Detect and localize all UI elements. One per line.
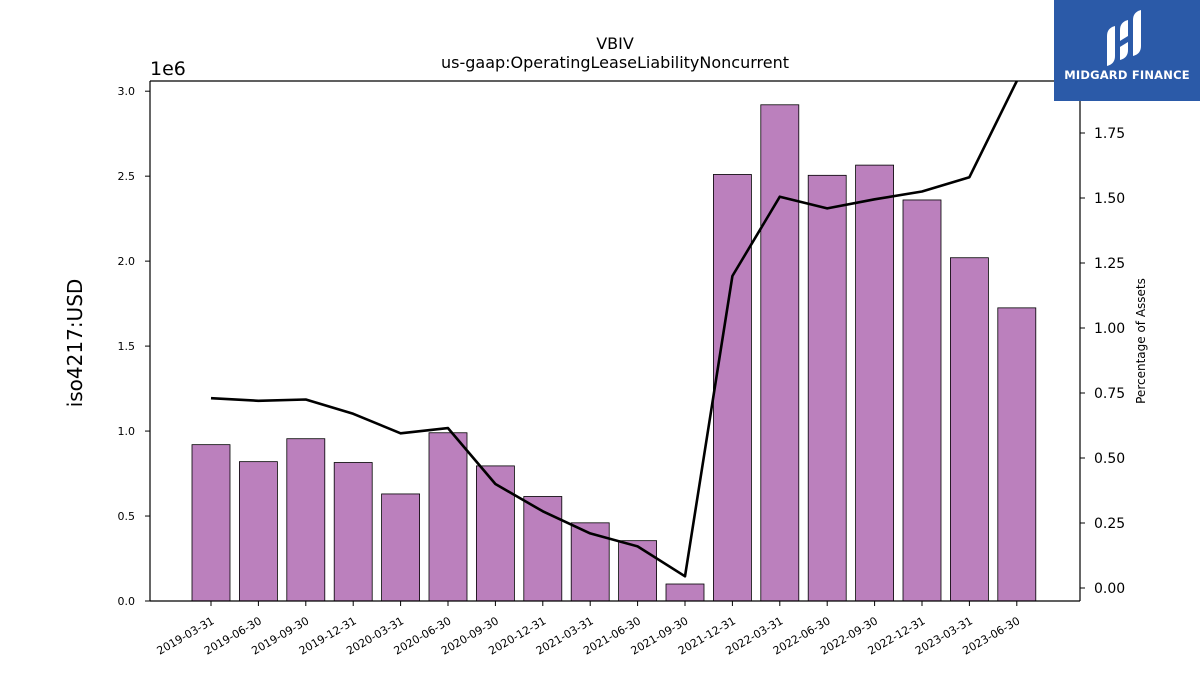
y-tick-label: 0.5: [118, 510, 136, 523]
y2-axis-label: Percentage of Assets: [1134, 278, 1148, 404]
chart-subtitle: us-gaap:OperatingLeaseLiabilityNoncurren…: [441, 53, 789, 72]
chart-title: VBIV: [596, 34, 634, 53]
bar-2022-06-30: [807, 174, 847, 602]
bar-2023-03-31: [950, 257, 989, 602]
brand-name: MIDGARD FINANCE: [1064, 68, 1190, 82]
bar-2021-06-30: [618, 540, 657, 602]
bar-2021-09-30: [665, 583, 705, 602]
bar-2022-09-30: [855, 164, 894, 602]
bar-2019-09-30: [286, 438, 326, 602]
brand-logo: MIDGARD FINANCE: [1054, 0, 1200, 101]
y-tick-label: 1.5: [118, 340, 136, 353]
y2-tick-label: 1.75: [1094, 126, 1125, 142]
y-offset-label: 1e6: [150, 58, 186, 80]
y2-tick-label: 1.25: [1094, 256, 1125, 272]
y2-tick-label: 1.50: [1094, 191, 1125, 207]
y2-tick-label: 0.25: [1094, 516, 1125, 532]
y-tick-label: 0.0: [118, 595, 136, 608]
y2-tick-label: 1.00: [1094, 321, 1125, 337]
bar-2022-03-31: [760, 104, 800, 602]
bar-2023-06-30: [997, 307, 1037, 602]
y-tick-label: 2.0: [118, 255, 136, 268]
midgard-logo-icon: [1107, 10, 1141, 66]
bar-2020-03-31: [381, 493, 421, 602]
y2-tick-label: 0.75: [1094, 386, 1125, 402]
bar-2019-06-30: [238, 461, 278, 602]
bar-2022-12-31: [902, 199, 942, 602]
bar-2021-12-31: [713, 174, 752, 602]
y-tick-label: 2.5: [118, 170, 136, 183]
y2-tick-label: 0.50: [1094, 451, 1125, 467]
bar-2019-03-31: [191, 444, 231, 602]
bar-2020-06-30: [428, 432, 468, 602]
bar-2019-12-31: [333, 462, 373, 602]
y-tick-label: 3.0: [118, 85, 136, 98]
y-tick-label: 1.0: [118, 425, 136, 438]
y-axis-label: iso4217:USD: [63, 279, 87, 408]
bar-2020-12-31: [523, 496, 563, 602]
series-line: [210, 81, 1018, 578]
y2-tick-label: 0.00: [1094, 581, 1125, 597]
bar-2020-09-30: [475, 465, 515, 602]
